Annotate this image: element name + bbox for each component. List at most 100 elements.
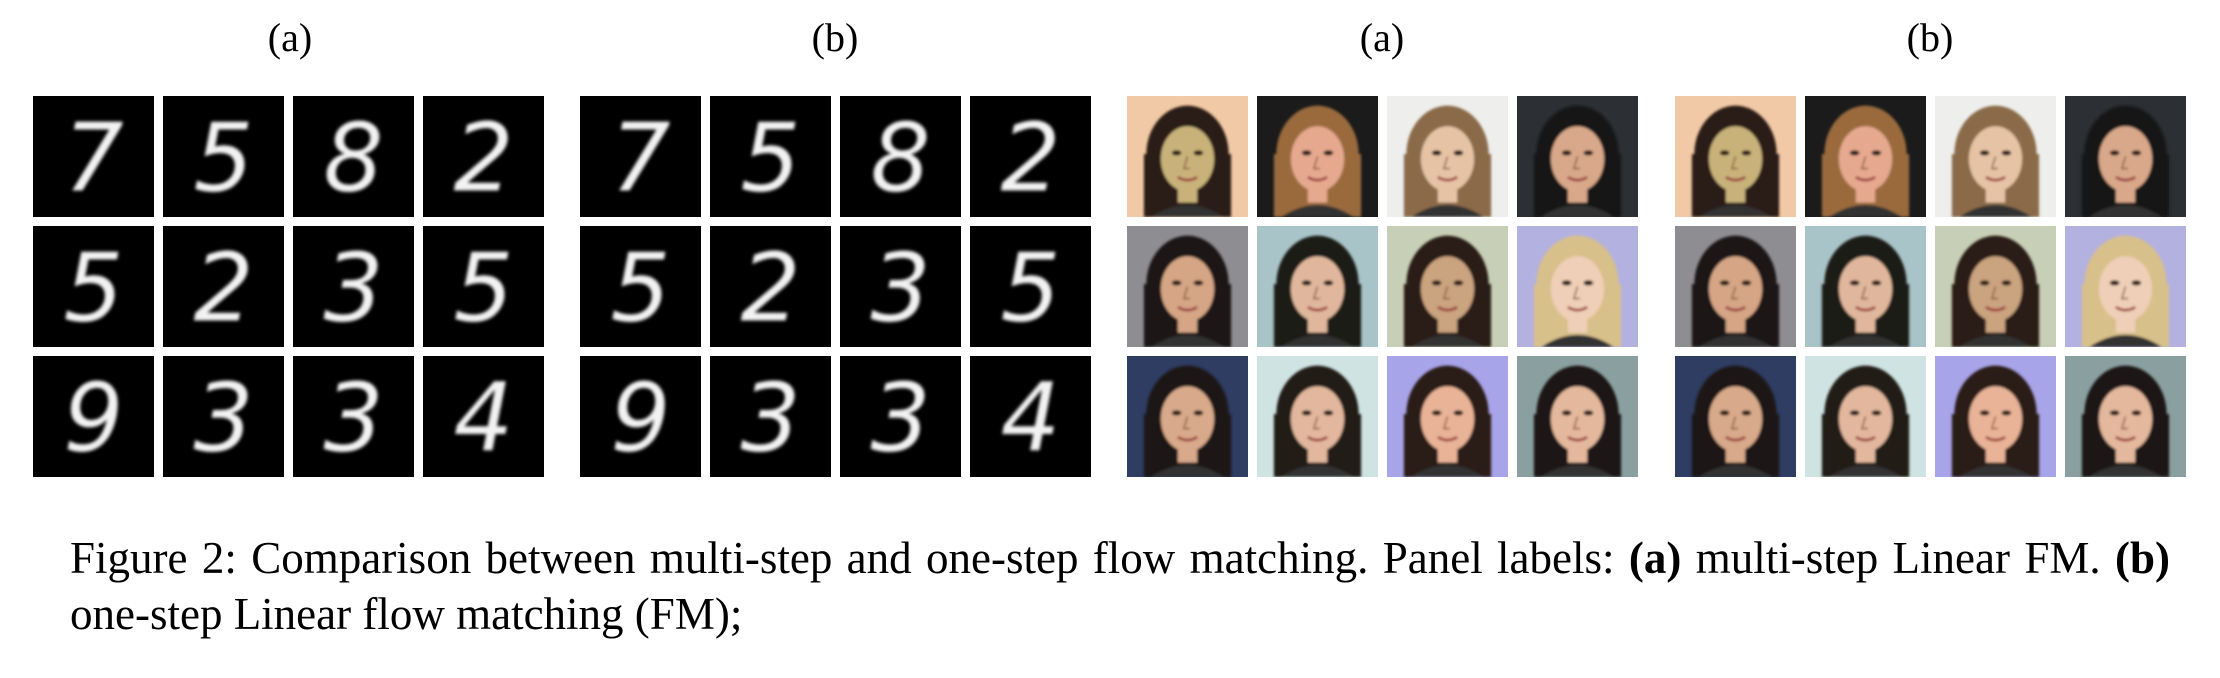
face-image-0	[1675, 96, 1796, 217]
digit-image: 5	[1000, 233, 1060, 343]
svg-text:3: 3	[323, 363, 383, 473]
face-image-2	[1387, 96, 1508, 217]
face-image-11	[2065, 356, 2186, 477]
face-image-1	[1257, 96, 1378, 217]
mnist-digit-7: 5	[970, 226, 1091, 347]
face-image-5	[1805, 226, 1926, 347]
digit-image: 2	[1000, 103, 1060, 213]
face-portrait	[1675, 356, 1796, 477]
mnist-digit-11: 4	[970, 356, 1091, 477]
face-portrait	[1675, 96, 1796, 217]
face-portrait	[1257, 356, 1378, 477]
face-image-3	[2065, 96, 2186, 217]
digit-image: 4	[453, 363, 513, 473]
digit-image: 3	[870, 233, 930, 343]
svg-text:9: 9	[610, 363, 670, 473]
svg-text:8: 8	[323, 103, 383, 213]
digit-image: 3	[323, 233, 383, 343]
face-portrait	[1127, 96, 1248, 217]
digit-image: 9	[610, 363, 670, 473]
mnist-digit-4: 5	[33, 226, 154, 347]
svg-text:2: 2	[740, 233, 800, 343]
mnist-digit-4: 5	[580, 226, 701, 347]
celeba-grid-onestep	[1675, 96, 2186, 477]
face-portrait	[1805, 226, 1926, 347]
svg-text:7: 7	[63, 103, 123, 213]
svg-text:3: 3	[870, 233, 930, 343]
mnist-digit-0: 7	[33, 96, 154, 217]
mnist-digit-5: 2	[163, 226, 284, 347]
face-portrait	[1127, 226, 1248, 347]
face-portrait	[1387, 96, 1508, 217]
digit-image: 2	[740, 233, 800, 343]
mnist-digit-2: 8	[293, 96, 414, 217]
face-portrait	[1127, 356, 1248, 477]
mnist-digit-1: 5	[710, 96, 831, 217]
svg-text:4: 4	[1000, 363, 1060, 473]
face-image-6	[1935, 226, 2056, 347]
svg-text:3: 3	[740, 363, 800, 473]
caption-a-label: (a)	[1628, 533, 1682, 583]
face-portrait	[1805, 356, 1926, 477]
mnist-digit-2: 8	[840, 96, 961, 217]
mnist-digit-8: 9	[580, 356, 701, 477]
digit-image: 5	[740, 103, 800, 213]
face-image-4	[1675, 226, 1796, 347]
digit-image: 5	[193, 103, 253, 213]
svg-text:2: 2	[193, 233, 253, 343]
digit-image: 5	[63, 233, 123, 343]
face-image-7	[2065, 226, 2186, 347]
svg-text:5: 5	[453, 233, 513, 343]
celeba-grid-multistep	[1127, 96, 1638, 477]
panel-label-1: (a)	[267, 15, 313, 60]
digit-image: 4	[1000, 363, 1060, 473]
svg-text:8: 8	[870, 103, 930, 213]
svg-text:5: 5	[193, 103, 253, 213]
mnist-digit-8: 9	[33, 356, 154, 477]
mnist-digit-3: 2	[970, 96, 1091, 217]
svg-text:3: 3	[323, 233, 383, 343]
digit-image: 8	[870, 103, 930, 213]
svg-text:5: 5	[610, 233, 670, 343]
mnist-digit-1: 5	[163, 96, 284, 217]
panel-label-3: (a)	[1359, 15, 1405, 60]
face-image-6	[1387, 226, 1508, 347]
digit-image: 3	[193, 363, 253, 473]
digit-image: 3	[740, 363, 800, 473]
face-image-8	[1675, 356, 1796, 477]
face-portrait	[1257, 226, 1378, 347]
face-image-11	[1517, 356, 1638, 477]
digit-image: 7	[63, 103, 123, 213]
face-portrait	[2065, 96, 2186, 217]
face-image-9	[1805, 356, 1926, 477]
digit-image: 7	[610, 103, 670, 213]
caption-a-text: multi-step Linear FM.	[1681, 533, 2115, 583]
face-portrait	[1805, 96, 1926, 217]
mnist-digit-10: 3	[293, 356, 414, 477]
face-image-5	[1257, 226, 1378, 347]
face-image-8	[1127, 356, 1248, 477]
face-portrait	[1517, 96, 1638, 217]
face-image-9	[1257, 356, 1378, 477]
mnist-digit-9: 3	[163, 356, 284, 477]
face-image-3	[1517, 96, 1638, 217]
mnist-digit-6: 3	[840, 226, 961, 347]
face-portrait	[1517, 356, 1638, 477]
face-image-0	[1127, 96, 1248, 217]
mnist-digit-0: 7	[580, 96, 701, 217]
caption-b-text: one-step Linear flow matching (FM);	[70, 589, 743, 639]
face-portrait	[1387, 356, 1508, 477]
figure-caption: Figure 2: Comparison between multi-step …	[70, 530, 2170, 642]
svg-text:3: 3	[193, 363, 253, 473]
mnist-digit-11: 4	[423, 356, 544, 477]
face-image-2	[1935, 96, 2056, 217]
face-image-1	[1805, 96, 1926, 217]
svg-text:9: 9	[63, 363, 123, 473]
face-portrait	[1387, 226, 1508, 347]
face-portrait	[1257, 96, 1378, 217]
svg-text:7: 7	[610, 103, 670, 213]
svg-text:5: 5	[740, 103, 800, 213]
face-portrait	[1935, 96, 2056, 217]
